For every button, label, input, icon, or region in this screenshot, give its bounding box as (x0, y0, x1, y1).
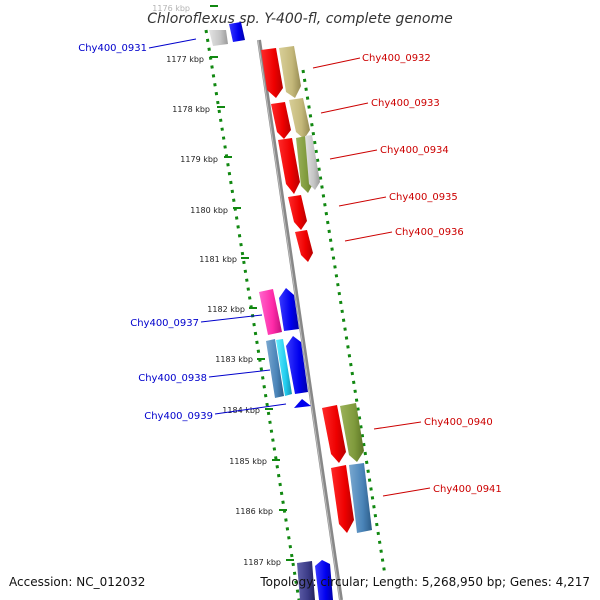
gene-block (315, 560, 333, 600)
map-title: Chloroflexus sp. Y-400-fl, complete geno… (147, 11, 453, 27)
gene-block (279, 46, 301, 98)
gene-block (209, 30, 228, 46)
tick-label: 1183 kbp (215, 355, 253, 364)
gene-block (289, 98, 310, 139)
accession-text: Accession: NC_012032 (9, 575, 145, 589)
gene-label-chy400-0936[interactable]: Chy400_0936 (395, 227, 464, 238)
gene-label-chy400-0933[interactable]: Chy400_0933 (371, 98, 440, 109)
leader-line (344, 231, 393, 242)
inner-dotted-border (204, 29, 301, 600)
gene-block (261, 48, 283, 98)
tick-label: 1186 kbp (235, 507, 273, 516)
leader-line (338, 196, 387, 207)
gene-block (295, 230, 313, 262)
leader-line (320, 102, 369, 114)
tick-label: 1181 kbp (199, 255, 237, 264)
leader-line (373, 421, 422, 430)
tick-label: 1179 kbp (180, 155, 218, 164)
gene-block (297, 561, 315, 600)
backbone-line (257, 39, 343, 600)
left-gene-labels: Chy400_0931 Chy400_0937 Chy400_0938 Chy4… (78, 38, 287, 422)
gene-block (271, 102, 291, 139)
gene-label-chy400-0940[interactable]: Chy400_0940 (424, 417, 493, 428)
gene-features-left (209, 22, 333, 600)
tick-label: 1182 kbp (207, 305, 245, 314)
gene-features-right (261, 46, 372, 533)
leader-line (382, 487, 431, 497)
gene-block (294, 399, 311, 408)
gene-label-chy400-0935[interactable]: Chy400_0935 (389, 192, 458, 203)
tick-label: 1185 kbp (229, 457, 267, 466)
gene-block (340, 403, 364, 462)
leader-line (208, 369, 271, 378)
leader-line (329, 149, 378, 160)
gene-label-chy400-0939[interactable]: Chy400_0939 (144, 411, 213, 422)
gene-block (322, 405, 346, 463)
leader-line (214, 403, 287, 415)
gene-block (276, 339, 292, 396)
gene-block (331, 465, 354, 533)
gene-label-chy400-0938[interactable]: Chy400_0938 (138, 373, 207, 384)
tick-label: 1178 kbp (172, 105, 210, 114)
gene-label-chy400-0934[interactable]: Chy400_0934 (380, 145, 449, 156)
kbp-axis: 1176 kbp 1177 kbp 1178 kbp 1179 kbp 1180… (152, 4, 294, 567)
gene-block (286, 336, 308, 394)
gene-block (229, 22, 245, 42)
gene-label-chy400-0941[interactable]: Chy400_0941 (433, 484, 502, 495)
tick-label: 1177 kbp (166, 55, 204, 64)
gene-label-chy400-0937[interactable]: Chy400_0937 (130, 318, 199, 329)
tick-label: 1180 kbp (190, 206, 228, 215)
gene-block (266, 339, 284, 398)
leader-line (148, 38, 197, 49)
right-gene-labels: Chy400_0932 Chy400_0933 Chy400_0934 Chy4… (312, 53, 502, 497)
leader-line (200, 314, 263, 323)
tick-label: 1187 kbp (243, 558, 281, 567)
gene-block (288, 195, 307, 230)
leader-line (312, 57, 361, 69)
gene-block (259, 289, 282, 335)
gene-block (278, 138, 300, 194)
backbone-highlight (257, 39, 341, 600)
gene-block (305, 135, 320, 190)
gene-label-chy400-0932[interactable]: Chy400_0932 (362, 53, 431, 64)
gene-label-chy400-0931[interactable]: Chy400_0931 (78, 43, 147, 54)
tick-label: 1176 kbp (152, 4, 190, 13)
genome-summary-text: Topology: circular; Length: 5,268,950 bp… (259, 575, 590, 589)
gene-block (349, 463, 372, 533)
gene-block (279, 288, 299, 331)
